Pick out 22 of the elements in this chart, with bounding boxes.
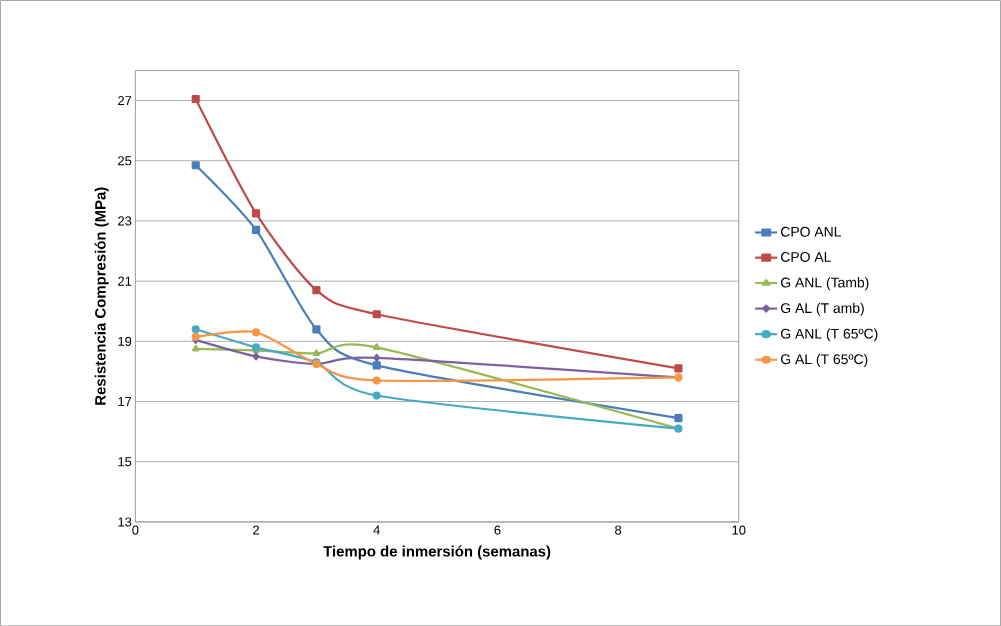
y-tick-label: 13 — [118, 517, 132, 527]
y-tick-label: 25 — [118, 155, 132, 166]
x-tick-label: 0 — [132, 525, 139, 535]
x-tick-label: 8 — [615, 525, 622, 535]
legend-label: G ANL (Tamb) — [781, 277, 869, 291]
y-tick-label: 23 — [118, 216, 132, 226]
x-tick-label: 2 — [253, 525, 259, 535]
y-axis-title: Resistencia Compresión (MPa) — [94, 187, 109, 405]
y-tick-label: 27 — [118, 95, 132, 105]
legend-label: G AL (T amb) — [781, 302, 864, 316]
x-tick-label: 4 — [373, 525, 380, 535]
y-tick-label: 21 — [118, 276, 132, 286]
x-tick-label: 10 — [732, 525, 746, 535]
legend-label: CPO ANL — [781, 226, 841, 237]
legend-label: CPO AL — [781, 251, 831, 262]
y-tick-label: 19 — [118, 336, 132, 346]
legend-label: G ANL (T 65ºC) — [781, 328, 878, 342]
y-tick-label: 17 — [118, 396, 132, 406]
x-tick-label: 6 — [494, 525, 501, 535]
x-axis-title: Tiempo de inmersión (semanas) — [323, 545, 551, 560]
y-tick-label: 15 — [118, 457, 132, 467]
legend-label: G AL (T 65ºC) — [781, 353, 868, 367]
